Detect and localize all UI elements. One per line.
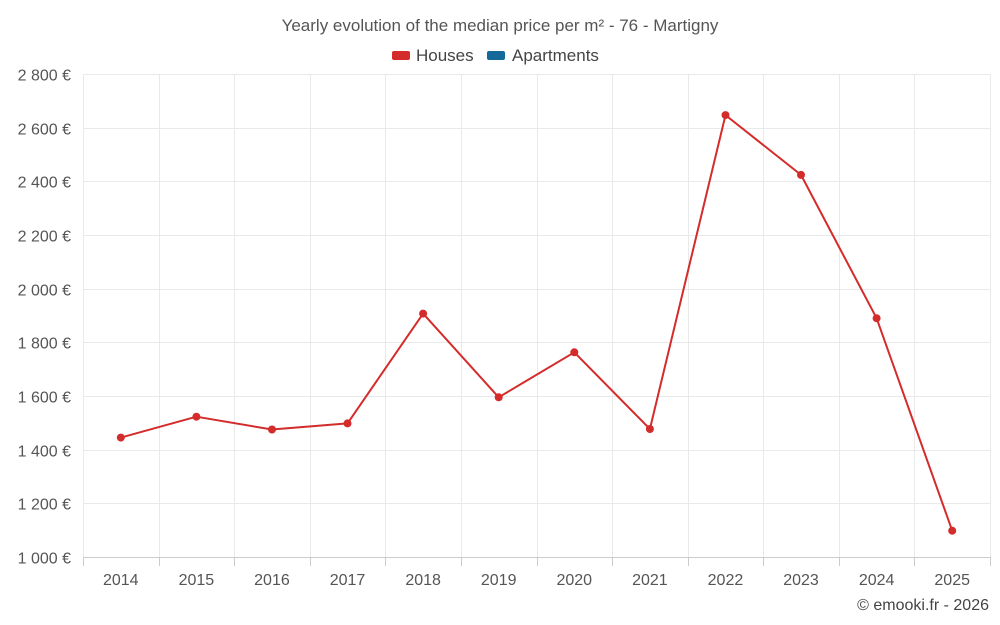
legend: Houses Apartments xyxy=(392,46,599,65)
data-point-houses[interactable] xyxy=(872,314,881,323)
data-point-houses[interactable] xyxy=(419,309,428,318)
series-layer xyxy=(116,111,957,535)
y-tick-label: 2 200 € xyxy=(18,229,71,246)
y-tick-label: 1 800 € xyxy=(18,336,71,353)
data-point-houses[interactable] xyxy=(343,419,352,428)
data-point-houses[interactable] xyxy=(268,425,276,434)
y-axis: 1 000 € 1 200 € 1 400 € 1 600 € 1 800 € 2 000… xyxy=(18,68,71,568)
y-tick-label: 2 000 € xyxy=(18,283,71,300)
data-point-houses[interactable] xyxy=(570,348,579,357)
x-tick-label: 2014 xyxy=(103,572,139,589)
credit-text: © emooki.fr - 2026 xyxy=(857,597,989,614)
data-point-houses[interactable] xyxy=(494,393,503,402)
x-axis: 2014 2015 2016 2017 2018 2019 2020 2021 2022 2023… xyxy=(83,557,991,589)
data-point-houses[interactable] xyxy=(797,170,805,179)
x-tick-label: 2018 xyxy=(405,572,441,589)
y-tick-label: 1 200 € xyxy=(18,497,71,514)
x-tick-label: 2017 xyxy=(330,572,366,589)
legend-item-apartments[interactable]: Apartments xyxy=(487,46,599,65)
y-tick-label: 1 400 € xyxy=(18,444,71,461)
data-point-houses[interactable] xyxy=(645,425,654,433)
legend-item-houses[interactable]: Houses xyxy=(392,46,474,65)
y-tick-label: 2 800 € xyxy=(18,68,71,85)
x-tick-label: 2025 xyxy=(934,572,970,589)
legend-label-apartments: Apartments xyxy=(512,46,599,65)
y-tick-label: 2 600 € xyxy=(18,122,71,139)
x-tick-label: 2024 xyxy=(859,572,895,589)
y-tick-label: 1 600 € xyxy=(18,390,71,407)
grid xyxy=(83,74,991,557)
x-tick-label: 2020 xyxy=(556,572,592,589)
x-tick-label: 2022 xyxy=(708,572,744,589)
y-tick-label: 1 000 € xyxy=(18,551,71,568)
chart-title: Yearly evolution of the median price per… xyxy=(282,16,719,35)
x-tick-label: 2019 xyxy=(481,572,517,589)
y-tick-label: 2 400 € xyxy=(18,175,71,192)
x-tick-label: 2015 xyxy=(179,572,215,589)
data-point-houses[interactable] xyxy=(948,526,957,535)
legend-label-houses: Houses xyxy=(416,46,474,65)
data-point-houses[interactable] xyxy=(192,412,201,421)
legend-swatch-apartments xyxy=(487,51,505,60)
data-point-houses[interactable] xyxy=(116,433,125,442)
legend-swatch-houses xyxy=(392,51,410,60)
x-tick-label: 2021 xyxy=(632,572,668,589)
x-tick-label: 2023 xyxy=(783,572,819,589)
x-tick-label: 2016 xyxy=(254,572,290,589)
series-line-houses xyxy=(120,114,954,532)
data-point-houses[interactable] xyxy=(721,111,730,120)
